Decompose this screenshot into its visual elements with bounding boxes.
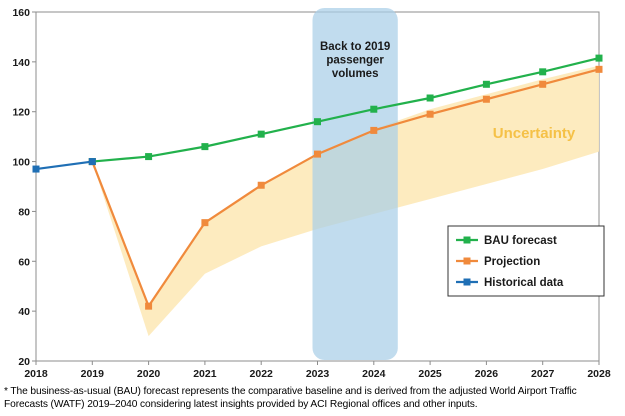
x-tick-label: 2027 [531,368,555,380]
historical-data-point [88,158,96,166]
highlight-label-line: Back to 2019 [320,41,390,53]
x-tick-label: 2018 [24,368,48,380]
bau-forecast-point [595,54,603,62]
x-tick-label: 2020 [137,368,161,380]
bau-forecast-point [426,94,434,102]
y-tick-label: 40 [18,306,30,318]
y-tick-label: 160 [12,7,30,19]
x-tick-label: 2019 [81,368,105,380]
bau-forecast-line [92,57,600,163]
y-tick-label: 100 [12,157,30,169]
bau-forecast-point [314,118,321,126]
legend-entry: Projection [484,256,540,268]
x-tick-label: 2021 [193,368,217,380]
projection-point [426,110,434,118]
bau-forecast-point [257,130,265,138]
projection-point [145,302,153,310]
projection-line [91,68,600,309]
bau-forecast-point [370,105,378,113]
historical-data-point [32,165,40,173]
legend-swatch-marker [463,236,471,244]
legend-swatch-marker [463,257,471,265]
bau-forecast-point [201,143,209,151]
y-tick-label: 20 [18,356,30,368]
footnote: * The business-as-usual (BAU) forecast r… [4,386,577,410]
projection-point [314,150,321,158]
y-tick-label: 120 [12,107,30,119]
legend: BAU forecast Projection Historical data [447,225,605,297]
highlight-label-line: volumes [332,68,379,80]
legend-entry: BAU forecast [484,235,557,247]
projection-point [370,126,378,134]
y-tick-label: 80 [18,206,30,218]
x-tick-label: 2028 [587,368,611,380]
x-tick-label: 2024 [362,368,386,380]
x-tick-label: 2023 [306,368,330,380]
bau-forecast-point [539,68,547,76]
x-tick-label: 2026 [475,368,499,380]
projection-point [257,181,265,189]
recovery-highlight [312,8,398,360]
bau-forecast-point [145,153,153,161]
x-tick-label: 2022 [250,368,274,380]
uncertainty-label: Uncertainty [493,125,576,142]
bau-forecast-point [482,80,490,88]
projection-point [482,95,490,103]
legend-swatch-marker [463,278,471,286]
passenger-volume-chart: Back to 2019 passenger volumes Uncertainty 2… [12,7,611,380]
projection-point [595,65,603,73]
x-tick-label: 2025 [418,368,442,380]
historical-data-line [35,160,93,171]
highlight-label-line: passenger [326,55,384,67]
projection-point [539,80,547,88]
y-tick-label: 60 [18,256,30,268]
projection-point [201,219,209,227]
y-tick-label: 140 [12,57,30,69]
legend-entry: Historical data [484,277,564,289]
